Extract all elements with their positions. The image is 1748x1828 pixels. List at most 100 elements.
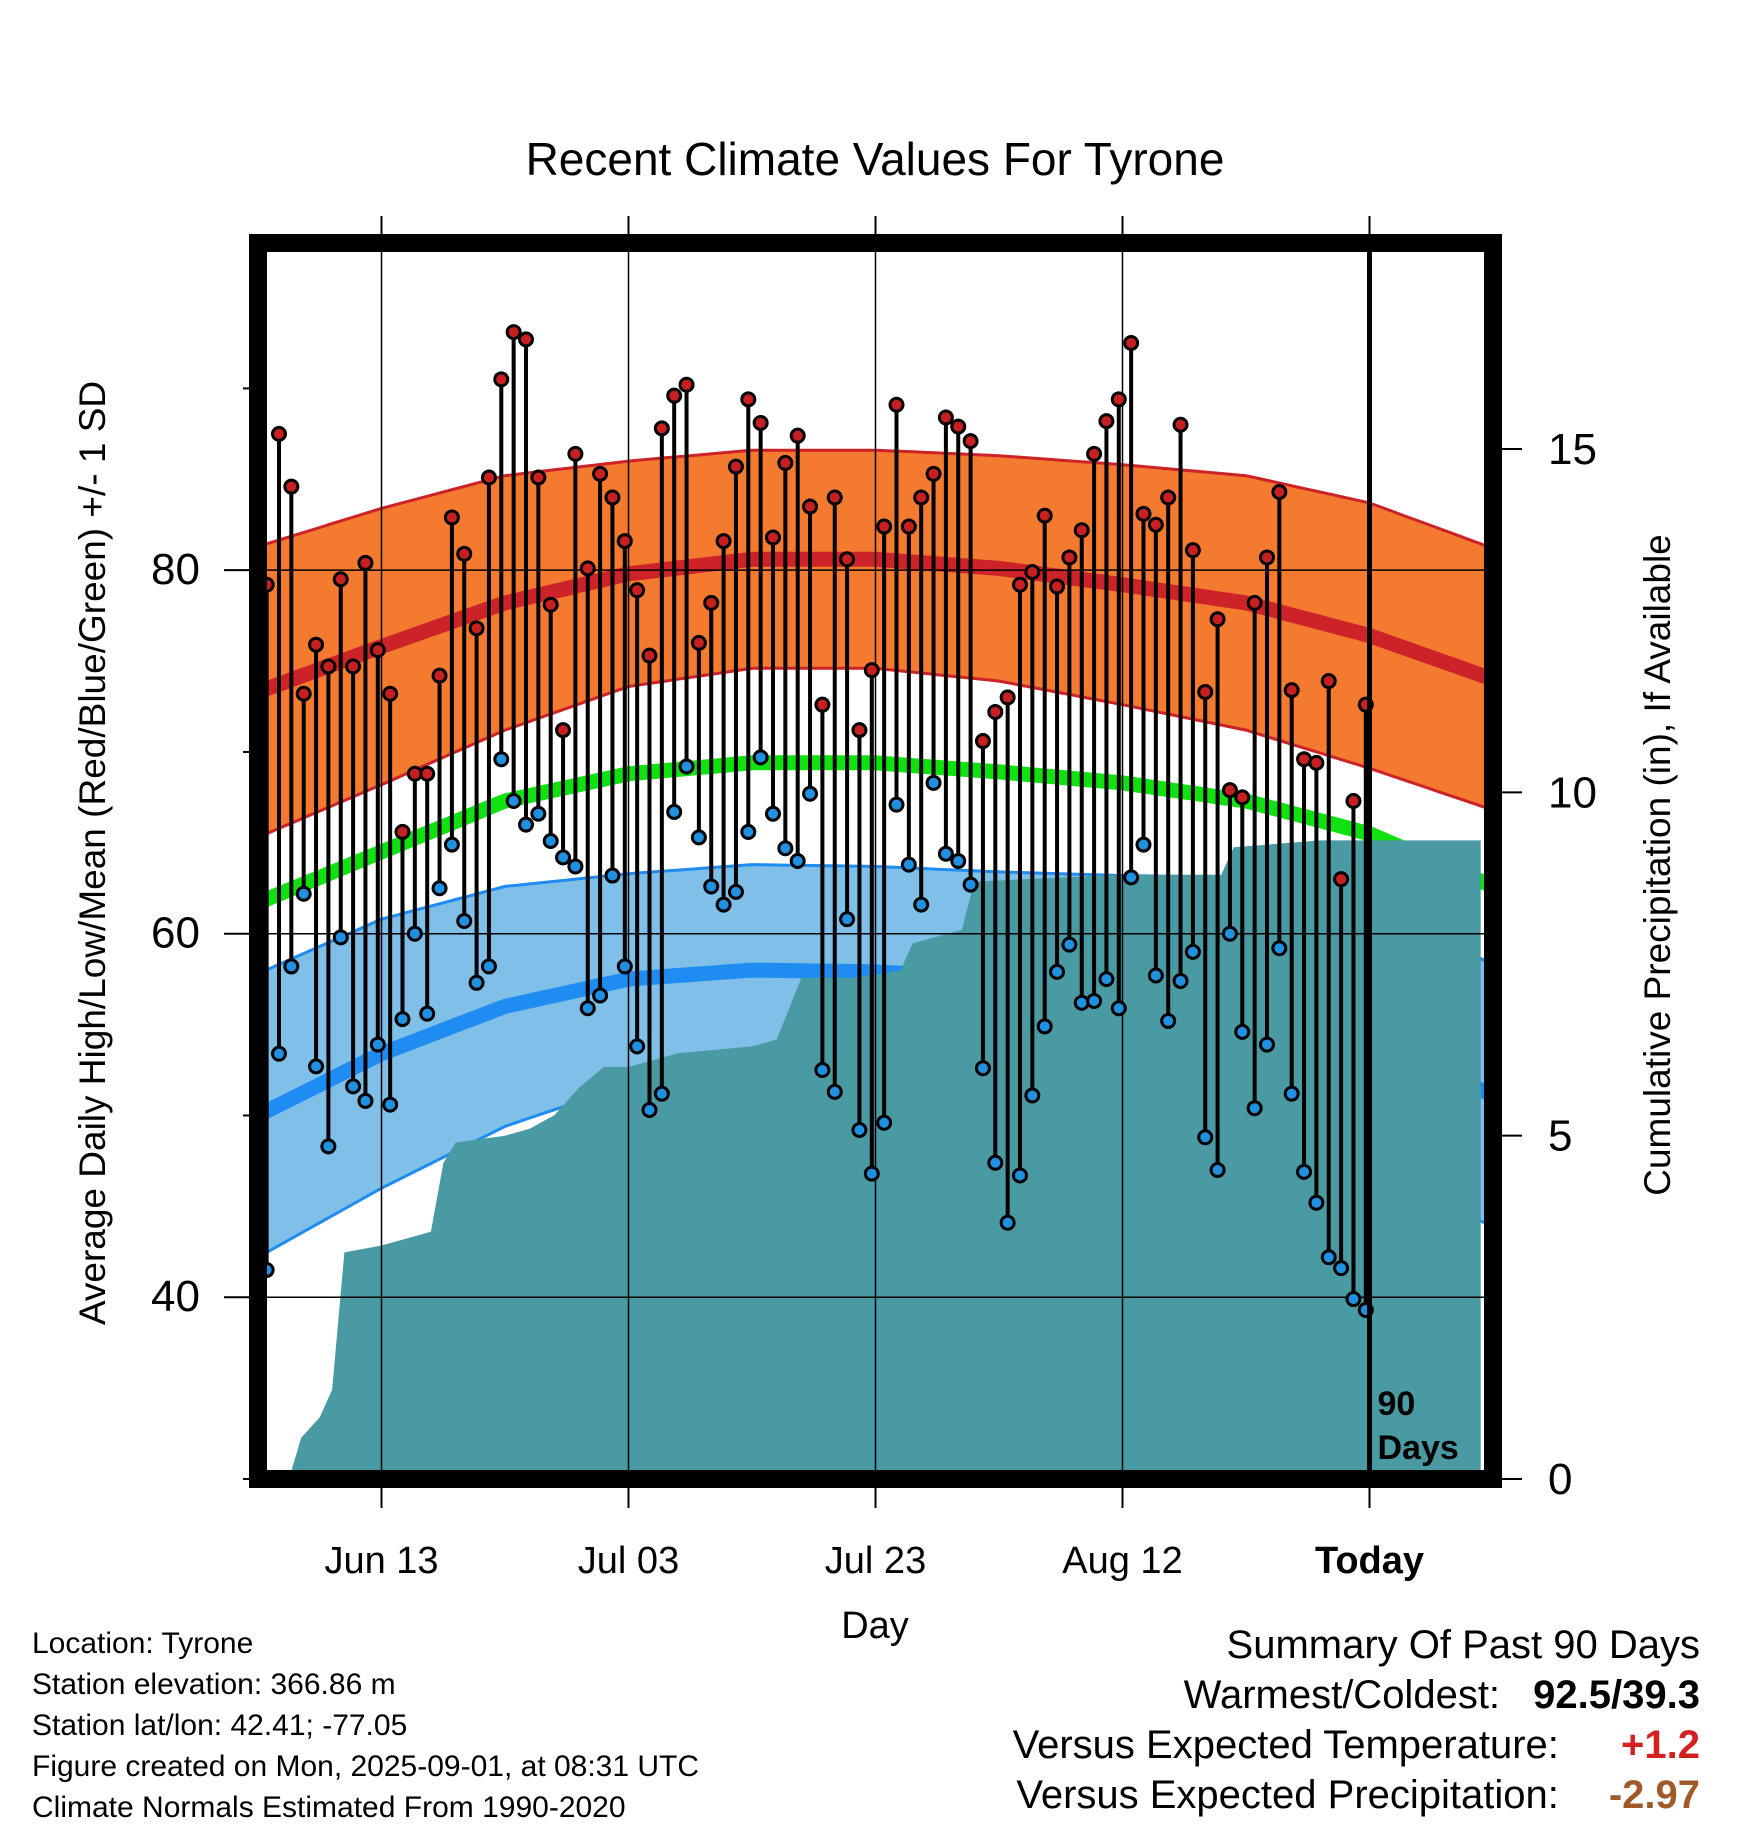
daily-low-point: [1234, 1023, 1251, 1040]
daily-low-point: [369, 1036, 386, 1053]
latlon-text: Station lat/lon: 42.41; -77.05: [32, 1709, 408, 1742]
x-tick-label: Jul 03: [578, 1540, 679, 1582]
daily-low-point: [1123, 869, 1140, 886]
temp-label: Versus Expected Temperature:: [1012, 1723, 1559, 1767]
daily-low-point: [468, 974, 485, 991]
daily-high-point: [925, 465, 942, 482]
daily-low-point: [320, 1138, 337, 1155]
daily-high-point: [1024, 563, 1041, 580]
daily-high-point: [394, 823, 411, 840]
daily-high-point: [715, 533, 732, 550]
daily-high-point: [616, 533, 633, 550]
daily-low-point: [1184, 943, 1201, 960]
y-axis-label-right: Cumulative Precipitation (in), If Availa…: [1637, 534, 1678, 1196]
y-right-tick-label: 15: [1548, 425, 1597, 474]
daily-low-point: [752, 749, 769, 766]
daily-high-point: [703, 594, 720, 611]
y-tick-label: 40: [151, 1272, 200, 1321]
daily-low-point: [1049, 963, 1066, 980]
daily-low-point: [777, 840, 794, 857]
daily-high-point: [987, 703, 1004, 720]
daily-low-point: [1296, 1163, 1313, 1180]
daily-high-point: [369, 642, 386, 659]
daily-high-point: [345, 658, 362, 675]
daily-low-point: [826, 1083, 843, 1100]
daily-low-point: [1073, 994, 1090, 1011]
daily-low-point: [530, 805, 547, 822]
y-tick-label: 60: [151, 909, 200, 958]
daily-low-point: [1011, 1167, 1028, 1184]
daily-low-point: [419, 1005, 436, 1022]
daily-high-point: [1345, 793, 1362, 810]
daily-low-point: [1258, 1036, 1275, 1053]
daily-high-point: [1160, 489, 1177, 506]
daily-high-point: [382, 685, 399, 702]
daily-low-point: [950, 853, 967, 869]
summary-temp-row: Versus Expected Temperature: +1.2: [1013, 1720, 1700, 1770]
daily-low-point: [493, 751, 510, 768]
daily-low-point: [814, 1062, 831, 1079]
plot-area: [258, 243, 1493, 1479]
daily-low-point: [517, 816, 534, 833]
today-marker-label-1: 90: [1378, 1385, 1416, 1423]
daily-high-point: [937, 409, 954, 426]
today-marker-label-2: Days: [1378, 1429, 1459, 1467]
daily-low-point: [283, 958, 300, 975]
daily-low-point: [789, 853, 806, 869]
summary-box: Summary Of Past 90 Days Warmest/Coldest:…: [1013, 1620, 1700, 1820]
daily-low-point: [555, 849, 572, 866]
daily-high-point: [653, 420, 670, 437]
daily-high-point: [1110, 391, 1127, 408]
elevation-text: Station elevation: 366.86 m: [32, 1668, 396, 1701]
daily-low-point: [1246, 1100, 1263, 1117]
daily-low-point: [1135, 836, 1152, 853]
location-text: Location: Tyrone: [32, 1627, 254, 1660]
daily-high-point: [1061, 549, 1078, 566]
daily-high-point: [1221, 782, 1238, 799]
daily-low-point: [839, 911, 856, 928]
summary-precip-row: Versus Expected Precipitation: -2.97: [1013, 1770, 1700, 1820]
daily-low-point: [406, 925, 423, 942]
daily-high-point: [443, 509, 460, 526]
daily-high-point: [1283, 682, 1300, 699]
warmest-value: 92.5/39.3: [1533, 1673, 1700, 1717]
daily-low-point: [480, 958, 497, 975]
daily-low-point: [764, 805, 781, 822]
daily-high-point: [1073, 522, 1090, 539]
daily-low-point: [1197, 1129, 1214, 1146]
daily-high-point: [456, 545, 473, 562]
daily-high-point: [480, 469, 497, 486]
daily-low-point: [1160, 1012, 1177, 1029]
daily-low-point: [974, 1060, 991, 1077]
normals-text: Climate Normals Estimated From 1990-2020: [32, 1791, 626, 1824]
x-tick-label: Aug 12: [1062, 1540, 1182, 1582]
daily-high-point: [1271, 484, 1288, 501]
daily-low-point: [357, 1092, 374, 1109]
daily-high-point: [320, 658, 337, 675]
daily-high-point: [814, 696, 831, 713]
daily-high-point: [678, 376, 695, 393]
daily-high-point: [567, 445, 584, 462]
daily-low-point: [345, 1078, 362, 1095]
daily-low-point: [913, 896, 930, 913]
daily-low-point: [666, 803, 683, 820]
daily-high-point: [641, 647, 658, 664]
daily-low-point: [715, 896, 732, 913]
daily-low-point: [629, 1038, 646, 1055]
y-axis-label-left: Average Daily High/Low/Mean (Red/Blue/Gr…: [72, 381, 113, 1325]
daily-low-point: [1036, 1018, 1053, 1035]
daily-high-point: [1184, 542, 1201, 559]
daily-low-point: [999, 1214, 1016, 1231]
summary-title: Summary Of Past 90 Days: [1226, 1623, 1700, 1667]
daily-high-point: [962, 433, 979, 450]
daily-high-point: [419, 765, 436, 782]
y-right-tick-label: 10: [1548, 768, 1597, 817]
daily-high-point: [592, 465, 609, 482]
daily-high-point: [666, 387, 683, 404]
daily-high-point: [1234, 789, 1251, 806]
daily-low-point: [678, 758, 695, 775]
daily-low-point: [443, 836, 460, 853]
daily-low-point: [1098, 971, 1115, 988]
daily-high-point: [579, 560, 596, 577]
x-axis-label: Day: [841, 1605, 909, 1647]
